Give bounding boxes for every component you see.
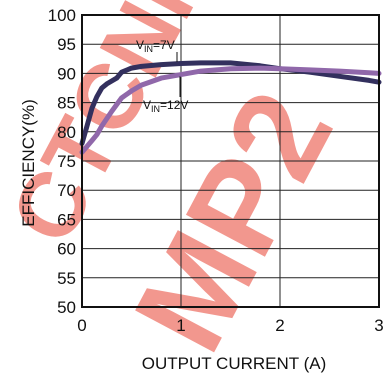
series-annotation-0: VIN=7V [136, 38, 175, 54]
series-annotations: VIN=7V VIN=12V [136, 38, 188, 114]
x-tick-label-1: 1 [176, 316, 185, 335]
y-tick-label-5: 75 [57, 152, 76, 171]
series-annotation-1: VIN=12V [143, 98, 188, 114]
y-tick-label-7: 85 [57, 94, 76, 113]
y-tick-label-2: 60 [57, 240, 76, 259]
x-axis-label: OUTPUT CURRENT (A) [142, 354, 327, 373]
y-tick-label-0: 50 [57, 298, 76, 317]
x-tick-label-3: 3 [374, 316, 383, 335]
y-axis-label: EFFICIENCY(%) [19, 99, 38, 227]
series-lines [79, 60, 382, 155]
y-tick-label-1: 55 [57, 269, 76, 288]
y-tick-label-9: 95 [57, 35, 76, 54]
y-tick-label-10: 100 [48, 6, 76, 25]
y-tick-label-8: 90 [57, 64, 76, 83]
x-tick-label-0: 0 [77, 316, 86, 335]
plot-frame [81, 14, 380, 308]
y-tick-label-6: 80 [57, 123, 76, 142]
x-tick-label-2: 2 [275, 316, 284, 335]
plot-border [81, 14, 380, 308]
tick-labels: 50 55 60 65 70 75 80 85 90 95 100 0 1 2 3 [48, 6, 384, 335]
y-tick-label-4: 70 [57, 181, 76, 200]
y-tick-label-3: 65 [57, 210, 76, 229]
series-line-1 [79, 65, 382, 155]
